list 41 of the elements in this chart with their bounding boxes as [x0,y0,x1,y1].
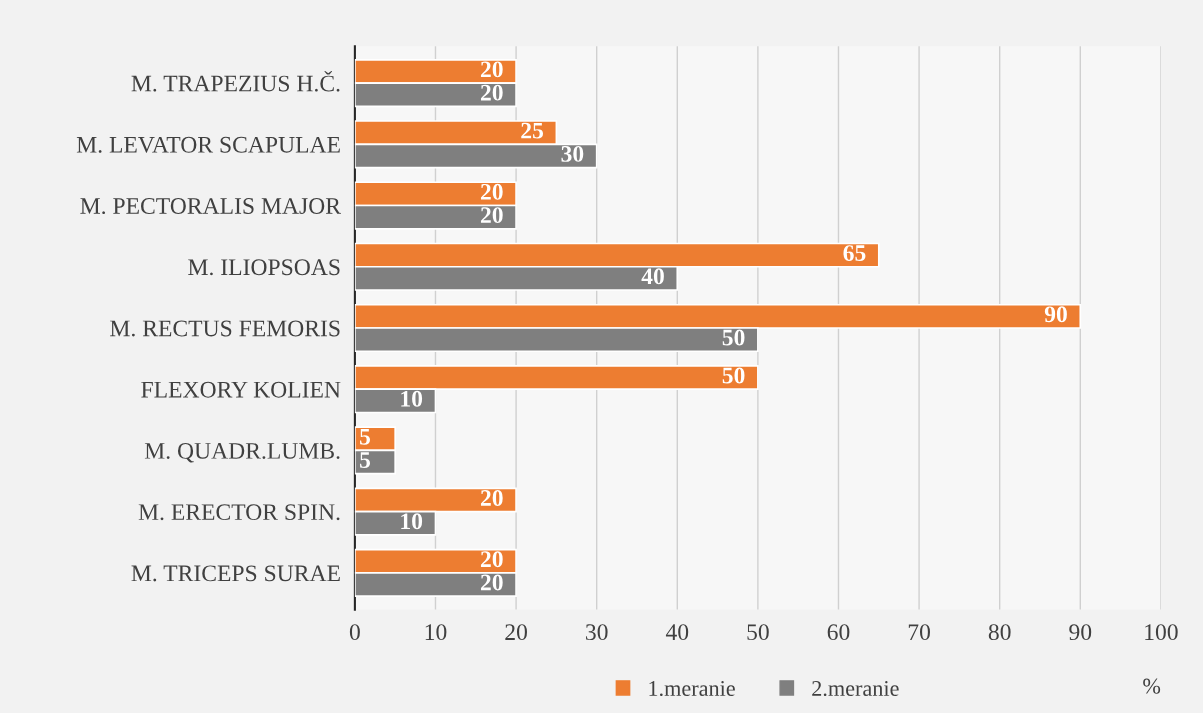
y-tick-label: M. TRICEPS SURAE [131,565,340,582]
data-label: 30 [561,145,584,162]
data-label: 25 [521,122,544,139]
data-label: 50 [722,329,745,346]
x-tick-label: 40 [665,624,689,641]
legend-label: 1.meranie [649,681,735,697]
legend-label: 2.meranie [812,681,899,697]
text: % [1143,678,1161,694]
y-tick-label: M. ILIOPSOAS [188,259,340,276]
y-tick-label: M. ERECTOR SPIN. [138,504,340,521]
y-tick-label: M. TRAPEZIUS H.Č. [131,71,340,92]
x-tick-label: 100 [1145,624,1178,641]
data-label: 5 [360,452,371,468]
x-tick-label: 80 [988,624,1011,641]
data-label: 65 [843,245,866,262]
x-tick-label: 60 [827,624,850,641]
data-label: 20 [480,84,503,101]
x-tick-label: 10 [425,624,447,641]
y-tick-label: M. PECTORALIS MAJOR [80,198,341,215]
data-label: 20 [480,551,503,568]
data-label: 20 [480,61,503,78]
x-tick-label: 20 [505,624,527,641]
data-label: 5 [360,429,371,445]
x-tick-label: 30 [586,624,608,641]
data-label: 90 [1044,306,1067,323]
y-tick-label: M. RECTUS FEMORIS [110,320,340,337]
y-tick-label: M. LEVATOR SCAPULAE [76,136,340,153]
x-tick-label: 70 [908,624,930,641]
data-label: 40 [641,268,664,285]
data-label: 20 [480,574,503,591]
data-label: 20 [480,183,503,200]
y-tick-label: M. QUADR.LUMB. [144,442,340,463]
data-label: 10 [401,513,423,530]
data-label: 10 [401,390,423,407]
data-label: 50 [722,367,745,384]
x-tick-label: 90 [1069,624,1092,641]
x-tick-label: 50 [747,624,769,641]
data-label: 20 [480,207,503,224]
y-tick-label: FLEXORY KOLIEN [141,381,341,398]
x-tick-label: 0 [349,624,360,641]
data-label: 20 [480,490,503,506]
